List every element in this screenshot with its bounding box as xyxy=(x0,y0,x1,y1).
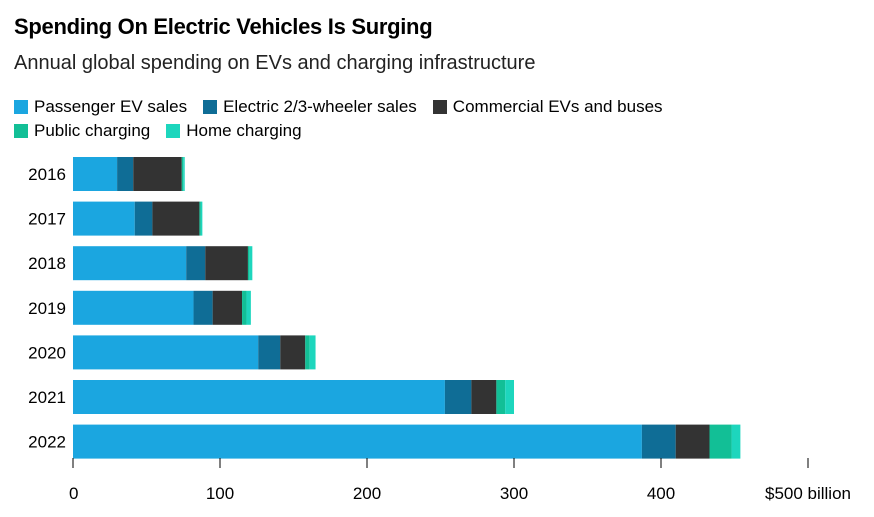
bar-segment-2022-home-charging xyxy=(731,424,741,459)
bar-segment-2021-home-charging xyxy=(505,380,514,414)
y-tick-label-2020: 2020 xyxy=(28,343,66,362)
x-tick-label-200: 200 xyxy=(353,484,381,503)
bar-segment-2017-public-charging xyxy=(199,201,201,236)
legend: Passenger EV sales Electric 2/3-wheeler … xyxy=(14,95,864,143)
bar-segment-2020-passenger-ev-sales xyxy=(73,335,259,370)
legend-label: Home charging xyxy=(186,121,302,140)
bar-segment-2020-public-charging xyxy=(305,335,310,370)
y-tick-label-2016: 2016 xyxy=(28,165,66,184)
bar-segment-2020-electric-2-3-wheeler-sales xyxy=(258,335,281,370)
bar-segment-2016-home-charging xyxy=(183,157,185,191)
bar-segment-2020-commercial-evs-and-buses xyxy=(280,335,306,370)
x-tick-label-500: $500 billion xyxy=(765,484,851,503)
bar-segment-2022-public-charging xyxy=(709,424,732,459)
bar-segment-2021-passenger-ev-sales xyxy=(73,380,445,414)
y-tick-label-2017: 2017 xyxy=(28,210,66,229)
bar-segment-2018-commercial-evs-and-buses xyxy=(205,246,248,281)
chart-subtitle: Annual global spending on EVs and chargi… xyxy=(14,52,536,74)
legend-swatch xyxy=(203,100,218,114)
y-tick-label-2018: 2018 xyxy=(28,254,66,273)
bar-segment-2019-commercial-evs-and-buses xyxy=(212,290,243,325)
bar-segment-2022-commercial-evs-and-buses xyxy=(675,424,710,459)
bar-segment-2021-electric-2-3-wheeler-sales xyxy=(444,380,472,414)
bar-segment-2019-electric-2-3-wheeler-sales xyxy=(193,290,213,325)
bar-segment-2020-home-charging xyxy=(309,335,316,370)
legend-label: Commercial EVs and buses xyxy=(452,97,663,116)
bar-segment-2017-passenger-ev-sales xyxy=(73,201,135,236)
legend-label: Electric 2/3-wheeler sales xyxy=(223,97,417,116)
legend-label: Public charging xyxy=(34,121,151,140)
bar-segment-2022-passenger-ev-sales xyxy=(73,424,642,459)
legend-item-home-charging: Home charging xyxy=(166,121,302,141)
y-tick-label-2021: 2021 xyxy=(28,388,66,407)
bar-segment-2017-electric-2-3-wheeler-sales xyxy=(134,201,153,236)
bar-segment-2017-commercial-evs-and-buses xyxy=(152,201,200,236)
x-axis: 0 100 200 300 400 $500 billion xyxy=(69,458,851,503)
x-tick-label-300: 300 xyxy=(500,484,528,503)
bars-group xyxy=(73,157,741,459)
bar-segment-2019-passenger-ev-sales xyxy=(73,290,194,325)
bar-segment-2022-electric-2-3-wheeler-sales xyxy=(641,424,676,459)
bar-segment-2019-home-charging xyxy=(246,290,251,325)
bar-segment-2018-public-charging xyxy=(247,246,250,281)
x-tick-label-0: 0 xyxy=(69,484,78,503)
legend-item-commercial-evs-buses: Commercial EVs and buses xyxy=(432,97,663,117)
x-tick-label-100: 100 xyxy=(206,484,234,503)
legend-label: Passenger EV sales xyxy=(34,97,188,116)
legend-swatch xyxy=(432,100,447,114)
y-tick-label-2022: 2022 xyxy=(28,433,66,452)
legend-item-public-charging: Public charging xyxy=(14,121,150,141)
bar-segment-2018-passenger-ev-sales xyxy=(73,246,187,281)
chart-title: Spending On Electric Vehicles Is Surging xyxy=(14,14,433,39)
x-tick-label-400: 400 xyxy=(647,484,675,503)
legend-swatch xyxy=(166,124,181,138)
bar-segment-2016-passenger-ev-sales xyxy=(73,157,118,191)
bar-segment-2018-electric-2-3-wheeler-sales xyxy=(186,246,206,281)
bar-segment-2018-home-charging xyxy=(249,246,253,281)
legend-item-passenger-ev-sales: Passenger EV sales xyxy=(14,97,187,117)
legend-swatch xyxy=(14,124,28,138)
bar-segment-2021-commercial-evs-and-buses xyxy=(471,380,497,414)
legend-row: Public charging Home charging xyxy=(14,119,864,143)
y-tick-label-2019: 2019 xyxy=(28,299,66,318)
y-axis-labels: 2016 2017 2018 2019 2020 2021 2022 xyxy=(28,165,66,452)
bar-segment-2016-electric-2-3-wheeler-sales xyxy=(117,157,134,191)
legend-swatch xyxy=(14,100,28,114)
bar-segment-2016-commercial-evs-and-buses xyxy=(133,157,182,191)
bar-segment-2019-public-charging xyxy=(242,290,247,325)
legend-row: Passenger EV sales Electric 2/3-wheeler … xyxy=(14,95,864,119)
bar-segment-2017-home-charging xyxy=(200,201,203,236)
bar-segment-2016-public-charging xyxy=(181,157,184,191)
bar-segment-2021-public-charging xyxy=(496,380,506,414)
legend-item-two-three-wheeler-sales: Electric 2/3-wheeler sales xyxy=(203,97,417,117)
